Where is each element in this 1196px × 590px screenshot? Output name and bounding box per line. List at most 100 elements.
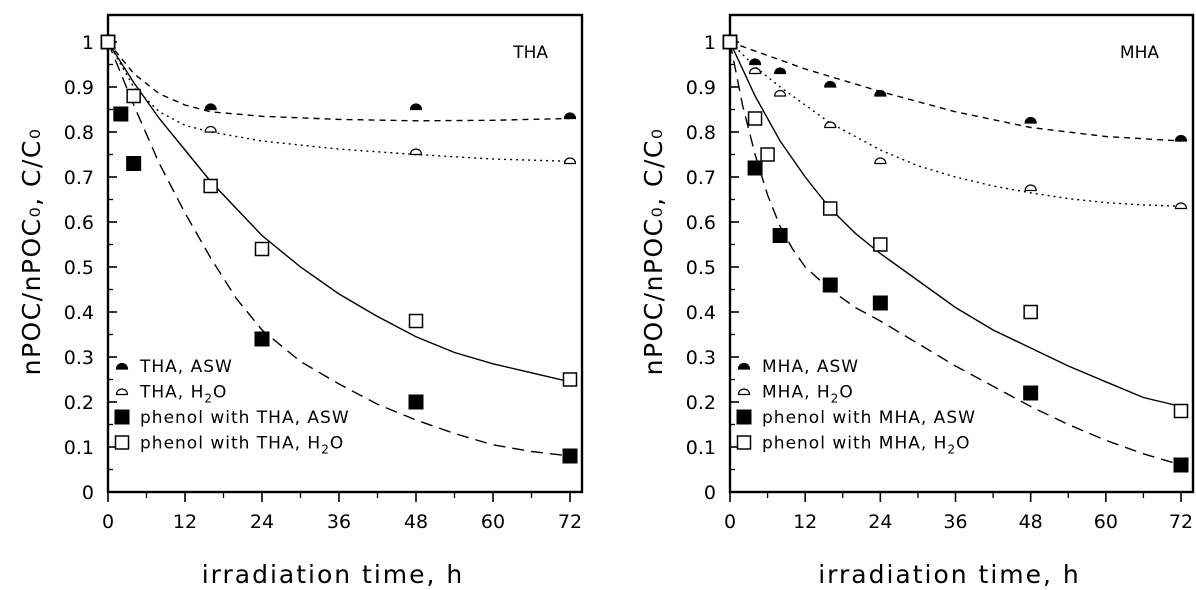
x-tick-label: 60 <box>481 511 505 533</box>
data-point-filled-square <box>872 295 888 311</box>
x-tick-label: 0 <box>102 511 114 533</box>
y-tick-label: 0 <box>82 482 94 504</box>
legend-label: MHA, H2O <box>762 383 854 406</box>
data-point-half-filled-top <box>874 89 887 97</box>
y-tick-label: 0.9 <box>64 77 94 99</box>
x-axis-title: irradiation time, h <box>818 560 1081 589</box>
fit-curve-short-dash <box>729 41 1182 142</box>
data-point-half-filled-top <box>774 67 787 75</box>
data-point-half-filled-top <box>204 103 217 111</box>
x-axis-title: irradiation time, h <box>202 560 465 589</box>
y-tick-label: 0.5 <box>64 257 94 279</box>
data-point-open-square <box>203 178 218 194</box>
y-tick-label: 0.8 <box>64 122 94 144</box>
y-tick-label: 0.7 <box>64 167 94 189</box>
y-tick-label: 0.3 <box>64 347 94 369</box>
fit-curve-solid <box>729 41 1182 408</box>
legend-marker <box>115 362 129 370</box>
y-tick-label: 0.9 <box>686 77 716 99</box>
x-tick-label: 12 <box>173 511 197 533</box>
y-tick-label: 0.6 <box>64 212 94 234</box>
y-tick-label: 0.5 <box>686 257 716 279</box>
y-tick-label: 1 <box>704 32 716 54</box>
data-point-half-open-top <box>774 89 787 97</box>
y-axis-title: nPOC/nPOC₀, C/C₀ <box>639 128 668 376</box>
data-point-open-square <box>408 313 424 329</box>
data-point-filled-square <box>562 448 578 464</box>
x-tick-label: 72 <box>1169 511 1193 533</box>
legend-label: phenol with MHA, ASW <box>762 408 976 428</box>
data-point-open-square <box>873 237 888 252</box>
x-tick-label: 72 <box>558 511 582 533</box>
x-tick-label: 0 <box>724 511 736 533</box>
data-point-half-open-top <box>563 157 577 165</box>
y-axis-title: nPOC/nPOC₀, C/C₀ <box>17 128 46 376</box>
data-point-open-square <box>1173 403 1189 419</box>
x-tick-label: 36 <box>943 511 967 533</box>
data-point-filled-square <box>126 156 142 171</box>
data-point-open-square <box>722 34 738 50</box>
data-point-half-open-top <box>1024 184 1037 192</box>
data-point-half-open-top <box>204 125 217 133</box>
x-tick-label: 48 <box>1019 511 1043 533</box>
x-tick-label: 24 <box>250 511 274 533</box>
data-point-filled-square <box>1173 457 1189 473</box>
data-point-filled-square <box>113 106 129 122</box>
legend-label: phenol with MHA, H2O <box>762 434 971 457</box>
data-point-half-filled-top <box>409 103 423 111</box>
x-tick-label: 60 <box>1094 511 1118 533</box>
y-tick-label: 0.4 <box>686 302 716 324</box>
data-point-open-square <box>100 34 116 50</box>
legend-label: THA, ASW <box>139 357 233 377</box>
legend-marker <box>115 388 129 396</box>
legend-label: MHA, ASW <box>762 357 859 377</box>
fit-curve-long-dash <box>107 41 571 457</box>
legend-marker <box>736 409 752 425</box>
data-point-open-square <box>1023 304 1038 320</box>
data-point-open-square <box>822 201 838 216</box>
chart-panel-tha: 0 0.1 0.2 0.3 0.4 0.5 0.6 0.7 0.8 0.9 1 0 12 24 36 48 60… <box>17 13 584 589</box>
data-point-filled-square <box>254 331 270 347</box>
data-point-open-square <box>126 88 141 104</box>
data-point-filled-square <box>747 160 763 176</box>
data-point-open-square <box>760 147 775 162</box>
data-point-half-open-top <box>874 157 887 165</box>
x-tick-label: 36 <box>327 511 351 533</box>
legend-marker <box>736 435 752 450</box>
data-point-half-filled-top <box>563 112 577 120</box>
y-tick-label: 0.6 <box>686 212 716 234</box>
plot-frame <box>106 13 584 494</box>
data-point-half-filled-top <box>824 80 837 88</box>
legend-label: THA, H2O <box>139 383 227 406</box>
chart-panel-mha: 0 0.1 0.2 0.3 0.4 0.5 0.6 0.7 0.8 0.9 1 0 12 24 36 48 60… <box>639 13 1195 589</box>
data-point-filled-square <box>822 277 838 293</box>
legend-marker <box>737 362 751 370</box>
data-point-filled-square <box>1023 385 1039 401</box>
y-tick-label: 0 <box>704 482 716 504</box>
y-tick-label: 0.2 <box>64 392 94 414</box>
legend-label: phenol with THA, ASW <box>140 408 350 428</box>
y-tick-label: 0.7 <box>686 167 716 189</box>
data-point-filled-square <box>772 228 788 243</box>
y-tick-label: 0.2 <box>686 392 716 414</box>
data-point-half-open-top <box>748 67 762 75</box>
x-tick-label: 24 <box>868 511 892 533</box>
data-point-filled-square <box>408 394 424 410</box>
legend-label: phenol with THA, H2O <box>140 434 344 457</box>
x-tick-label: 48 <box>404 511 428 533</box>
data-point-half-open-top <box>824 121 837 129</box>
data-point-half-filled-top <box>748 58 762 66</box>
data-point-open-square <box>254 241 270 257</box>
data-point-half-open-top <box>409 148 423 156</box>
data-point-open-square <box>747 111 763 126</box>
y-tick-label: 0.1 <box>64 437 94 459</box>
legend-marker <box>114 435 130 450</box>
data-point-open-square <box>562 372 578 387</box>
y-tick-label: 0.1 <box>686 437 716 459</box>
fit-curve-solid <box>107 41 571 383</box>
x-tick-label: 12 <box>793 511 817 533</box>
data-point-half-filled-top <box>1024 116 1037 124</box>
